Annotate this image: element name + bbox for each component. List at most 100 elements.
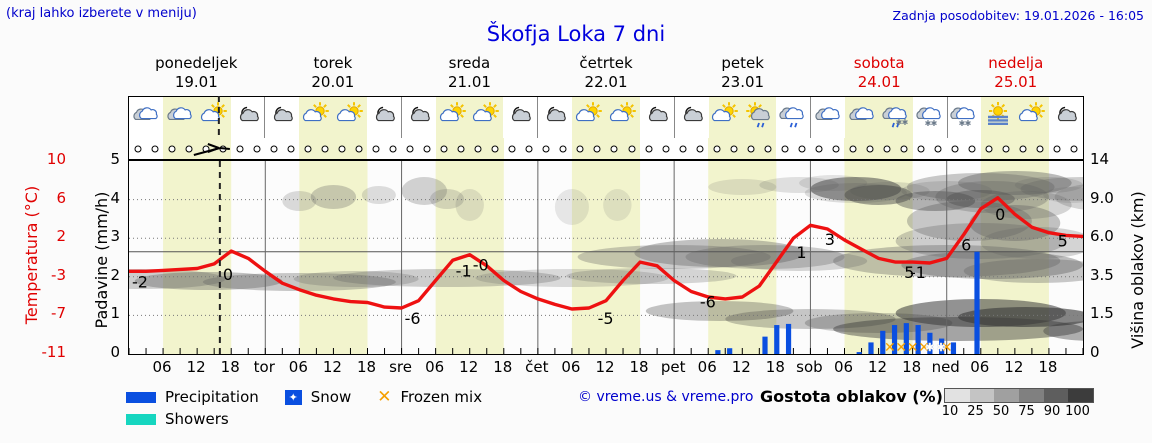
legend-showers-label: Showers — [165, 410, 229, 428]
wind-barb — [129, 138, 146, 159]
x-tick-18: 18 — [765, 358, 785, 376]
wind-barb-dot — [610, 145, 618, 152]
wind-barb — [674, 138, 691, 159]
wind-barb — [947, 138, 964, 159]
legend-precipitation: Precipitation — [126, 388, 259, 406]
legend-frozen-mix: ✕ Frozen mix — [377, 387, 482, 407]
day-header-7: nedelja 25.01 — [947, 54, 1084, 94]
wind-barb — [299, 138, 317, 159]
day-header-row: ponedeljek 19.01 torek 20.01 sreda 21.01 četrt… — [128, 54, 1084, 94]
x-tick-10: 18 — [493, 358, 513, 376]
wind-barb-dot — [338, 145, 346, 152]
day-header-4: četrtek 22.01 — [538, 54, 675, 94]
wind-barb-dot — [542, 145, 550, 152]
x-tick-7: sre — [389, 358, 413, 376]
wind-barb-dot — [576, 145, 584, 152]
wind-barb-dot — [508, 145, 516, 152]
cloudheight-tick-2: 6.0 — [1090, 227, 1114, 246]
wind-barb-dot — [593, 145, 601, 152]
wind-barb — [776, 138, 793, 159]
day-date: 22.01 — [584, 73, 628, 91]
wind-barb-dot — [236, 145, 244, 152]
sun-cloud-icon-glyph — [199, 101, 229, 135]
wind-barb-dot — [423, 145, 431, 152]
wind-barb — [146, 138, 163, 159]
rain-snow-icon: ✱ ✱ — [878, 97, 913, 138]
wind-barb — [657, 138, 674, 159]
sun-rain-icon — [742, 97, 777, 138]
day-name: torek — [313, 54, 353, 72]
day-name: nedelja — [988, 54, 1044, 72]
wind-barb-dot — [1070, 145, 1078, 152]
icon-day-5 — [675, 97, 812, 138]
wind-barb — [759, 138, 777, 159]
sun-cloud-icon — [333, 97, 367, 138]
wind-barb-dot — [900, 145, 908, 152]
x-tick-8: 06 — [425, 358, 445, 376]
icon-day-7: ✱ ✱ — [948, 97, 1083, 138]
cloud-density-step-0 — [945, 389, 970, 402]
moon-cloud-icon — [265, 97, 299, 138]
wind-barb — [231, 138, 248, 159]
wind-barb — [486, 138, 504, 159]
cloud-density-step-2 — [994, 389, 1020, 402]
wind-barb — [248, 138, 265, 159]
icon-day-2 — [265, 97, 402, 138]
moon-cloud-icon — [1049, 97, 1083, 138]
sun-cloud-icon-glyph — [335, 101, 365, 135]
icon-day-6: ✱ ✱ ✱ ✱ — [811, 97, 948, 138]
precTicks-1: 4 — [110, 188, 120, 207]
x-tick-4: 06 — [288, 358, 308, 376]
rain-icon-glyph — [778, 101, 808, 135]
day-date: 19.01 — [174, 73, 218, 91]
wind-barb-dot — [491, 145, 499, 152]
wind-barb — [861, 138, 879, 159]
sun-cloud-icon — [469, 97, 504, 138]
wind-barb — [350, 138, 368, 159]
cloud-scale-tick-2: 50 — [992, 404, 1010, 419]
moon-cloud-icon — [503, 97, 537, 138]
wind-barb-dot — [287, 145, 295, 152]
wind-barb — [964, 138, 981, 159]
moon-cloud-icon — [402, 97, 436, 138]
wind-barb-dot — [559, 145, 567, 152]
day-name: sreda — [448, 54, 491, 72]
svg-text:-6: -6 — [700, 293, 716, 312]
x-tick-26: 18 — [1038, 358, 1058, 376]
moon-cloud-icon-glyph — [1051, 101, 1081, 135]
precTicks-2: 3 — [110, 227, 120, 246]
wind-barb — [282, 138, 299, 159]
fog-sun-icon-glyph — [983, 101, 1013, 135]
cloud-density-ticks: 10 25 50 75 90 100 — [938, 404, 1108, 422]
last-updated: Zadnja posodobitev: 19.01.2026 - 16:05 — [892, 8, 1144, 23]
wind-barb-dot — [1053, 145, 1061, 152]
wind-barb-dot — [798, 145, 806, 152]
day-name: četrtek — [579, 54, 633, 72]
cloudy-icon-glyph — [813, 101, 843, 135]
wind-barb — [1049, 138, 1066, 159]
x-tick-0: 06 — [152, 358, 172, 376]
cloudy-icon-glyph — [847, 101, 877, 135]
wind-barb — [827, 138, 844, 159]
page-title: Škofja Loka 7 dni — [486, 22, 666, 46]
wind-barb-dot — [645, 145, 653, 152]
sun-cloud-icon-glyph — [710, 101, 740, 135]
day-date: 24.01 — [857, 73, 901, 91]
cloudheight-tick-0: 14 — [1090, 150, 1110, 168]
wind-day-7 — [947, 138, 1083, 159]
tempTicks-3: -3 — [51, 265, 66, 284]
wind-barb-dot — [832, 145, 840, 152]
svg-text:✕: ✕ — [907, 340, 919, 354]
wind-barb-dot — [968, 145, 976, 152]
x-tick-5: 12 — [322, 358, 342, 376]
x-tick-14: 18 — [629, 358, 649, 376]
svg-text:✱: ✱ — [925, 341, 934, 354]
cloud-scale-tick-0: 10 — [941, 404, 959, 419]
copyright-text[interactable]: © vreme.us & vreme.pro — [578, 389, 754, 405]
svg-text:0: 0 — [995, 205, 1005, 224]
svg-text:✱: ✱ — [901, 118, 908, 127]
wind-barb — [793, 138, 810, 159]
sun-cloud-icon-glyph — [438, 101, 468, 135]
wind-barb-dot — [849, 145, 857, 152]
